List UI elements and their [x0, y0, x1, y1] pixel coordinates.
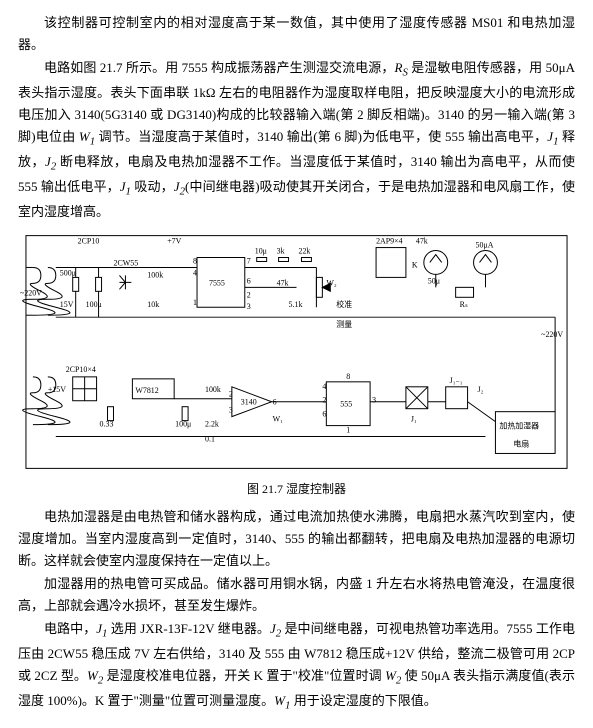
- label-res100k-b: 100k: [205, 385, 221, 394]
- label-k: K: [412, 261, 418, 270]
- label-plus7v: +7V: [167, 237, 181, 246]
- symbol-w2: W2: [87, 668, 103, 683]
- paragraph-heater-tube: 加湿器用的热电管可买成品。储水器可用铜水锅，内盛 1 升左右水将热电管淹没，在温…: [18, 573, 575, 617]
- label-res22k-b: 2.2k: [205, 420, 219, 429]
- label-j2: J₂: [478, 385, 484, 394]
- label-w7812: W7812: [135, 386, 158, 395]
- paragraph-components: 电路中，J1 选用 JXR-13F-12V 继电器。J2 是中间继电器，可视电热…: [18, 618, 575, 715]
- label-w2: W₂: [326, 279, 336, 288]
- figure-caption: 图 21.7 湿度控制器: [18, 479, 575, 499]
- symbol-rs: RS: [395, 60, 408, 75]
- svg-text:4: 4: [193, 269, 197, 278]
- label-res47k-a: 47k: [277, 279, 289, 288]
- svg-text:7: 7: [247, 257, 251, 266]
- symbol-w1: W1: [79, 129, 95, 144]
- symbol-w1: W1: [274, 693, 290, 708]
- text: 电路中，: [44, 621, 96, 636]
- label-res10k: 10k: [147, 301, 159, 310]
- label-res47k-b: 47k: [416, 237, 428, 246]
- label-2cp10x4: 2CP10×4: [66, 365, 96, 374]
- text: 选用 JXR-13F-12V 继电器。: [107, 621, 269, 636]
- label-2cw55: 2CW55: [113, 259, 138, 268]
- svg-text:1: 1: [193, 299, 197, 308]
- label-cap3k: 3k: [277, 247, 285, 256]
- symbol-j1b: J1: [120, 179, 131, 194]
- symbol-j2b: J2: [174, 179, 185, 194]
- label-fan: 电扇: [513, 439, 529, 449]
- label-k-jiaozhun: 校准: [336, 300, 352, 310]
- symbol-j1: J1: [96, 621, 107, 636]
- svg-text:2: 2: [229, 390, 233, 399]
- svg-text:6: 6: [322, 410, 326, 419]
- symbol-w2b: W2: [385, 668, 401, 683]
- svg-text:3: 3: [247, 303, 251, 312]
- text: 吸动，: [131, 179, 174, 194]
- label-cap10u: 10μ: [255, 247, 267, 256]
- svg-text:8: 8: [193, 257, 197, 266]
- text: 调节。当湿度高于某值时，3140 输出(第 6 脚)为低电平，使 555 输出高…: [95, 129, 547, 144]
- label-cap100u-a: 100μ: [86, 301, 102, 310]
- label-rs: Rₛ: [460, 301, 468, 310]
- label-ac220-left: ~220V: [20, 289, 42, 298]
- label-ic3140: 3140: [241, 398, 257, 407]
- label-j1b: J₁₋₁: [450, 376, 463, 385]
- svg-text:4: 4: [322, 382, 326, 391]
- label-cap01: 0.1: [205, 435, 215, 444]
- svg-text:1: 1: [346, 426, 350, 435]
- label-cap15v: 15V: [60, 301, 74, 310]
- label-2ap9x4: 2AP9×4: [376, 237, 403, 246]
- paragraph-humidifier: 电热加湿器是由电热管和储水器构成，通过电流加热使水沸腾，电扇把水蒸汽吹到室内，使…: [18, 506, 575, 572]
- svg-text:6: 6: [273, 398, 277, 407]
- label-w1: W₁: [273, 415, 283, 424]
- paragraph-circuit: 电路如图 21.7 所示。用 7555 构成振荡器产生测湿交流电源，RS 是湿敏…: [18, 57, 575, 223]
- svg-text:3: 3: [229, 406, 233, 415]
- svg-text:6: 6: [247, 277, 251, 286]
- paragraph-intro: 该控制器可控制室内的相对湿度高于某一数值，其中使用了湿度传感器 MS01 和电热…: [18, 12, 575, 56]
- label-ua50a: 50μA: [476, 241, 494, 250]
- label-ua50: 50μ: [428, 277, 440, 286]
- symbol-j1: J1: [547, 129, 558, 144]
- text: 电路如图 21.7 所示。用 7555 构成振荡器产生测湿交流电源，: [44, 60, 395, 75]
- label-cap100u-b: 100μ: [175, 420, 191, 429]
- label-plus15v: +15V: [48, 385, 66, 394]
- label-k-celiang: 测量: [336, 321, 352, 330]
- figure-21-7: ~220V ~220V +7V 500μ 15V 100μ 2CW55 2CP1…: [18, 227, 575, 499]
- text: 用于设定湿度的下限值。: [290, 693, 436, 708]
- svg-text:2: 2: [322, 396, 326, 405]
- symbol-j2: J2: [45, 154, 56, 169]
- svg-text:3: 3: [372, 396, 376, 405]
- symbol-j2: J2: [270, 621, 281, 636]
- label-cap500: 500μ: [60, 269, 76, 278]
- label-j1: J₁: [411, 415, 417, 424]
- label-heater: 加热加湿器: [499, 421, 539, 431]
- label-res100k-a: 100k: [147, 271, 163, 280]
- label-cap033: 0.33: [100, 420, 114, 429]
- label-res22k: 22k: [298, 247, 310, 256]
- label-2cp10: 2CP10: [78, 237, 100, 246]
- svg-text:2: 2: [247, 291, 251, 300]
- label-res51k: 5.1k: [289, 301, 303, 310]
- label-ic555: 555: [340, 400, 352, 409]
- label-ac220-right: ~220V: [541, 331, 563, 340]
- text: 是湿度校准电位器，开关 K 置于"校准"位置时调: [103, 668, 385, 683]
- svg-text:8: 8: [346, 372, 350, 381]
- label-ic7555: 7555: [209, 279, 225, 288]
- circuit-schematic: ~220V ~220V +7V 500μ 15V 100μ 2CW55 2CP1…: [18, 227, 575, 477]
